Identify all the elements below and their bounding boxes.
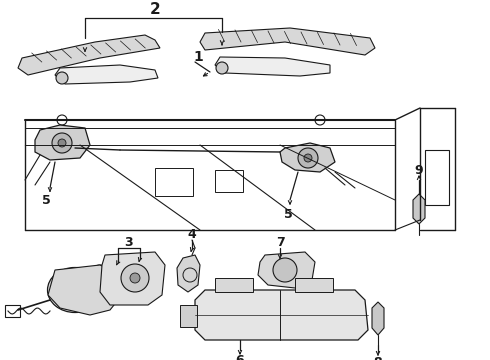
Text: 6: 6 bbox=[236, 354, 245, 360]
Bar bbox=[425, 150, 449, 205]
Bar bbox=[295, 278, 333, 292]
Circle shape bbox=[315, 115, 325, 125]
Polygon shape bbox=[48, 265, 122, 315]
Bar bbox=[180, 305, 197, 327]
Circle shape bbox=[58, 139, 66, 147]
Circle shape bbox=[52, 133, 72, 153]
Text: 7: 7 bbox=[275, 237, 284, 249]
Circle shape bbox=[130, 273, 140, 283]
Circle shape bbox=[298, 148, 318, 168]
Bar bbox=[5, 305, 20, 317]
Polygon shape bbox=[280, 143, 335, 172]
Text: 1: 1 bbox=[193, 50, 203, 64]
Polygon shape bbox=[372, 302, 384, 335]
Text: 3: 3 bbox=[123, 235, 132, 248]
Polygon shape bbox=[413, 194, 425, 224]
Circle shape bbox=[216, 62, 228, 74]
Bar bbox=[155, 168, 193, 196]
Polygon shape bbox=[55, 65, 158, 84]
Text: 8: 8 bbox=[374, 356, 382, 360]
Bar bbox=[215, 170, 243, 192]
Text: 5: 5 bbox=[42, 194, 50, 207]
Polygon shape bbox=[100, 252, 165, 305]
Polygon shape bbox=[258, 252, 315, 288]
Polygon shape bbox=[18, 35, 160, 75]
Text: 9: 9 bbox=[415, 163, 423, 176]
Polygon shape bbox=[177, 255, 200, 292]
Polygon shape bbox=[200, 28, 375, 55]
Ellipse shape bbox=[85, 265, 115, 305]
Circle shape bbox=[56, 72, 68, 84]
Circle shape bbox=[121, 264, 149, 292]
Circle shape bbox=[57, 115, 67, 125]
Text: 5: 5 bbox=[284, 208, 293, 221]
Text: 2: 2 bbox=[149, 3, 160, 18]
Polygon shape bbox=[35, 125, 90, 160]
Circle shape bbox=[273, 258, 297, 282]
Bar bbox=[215, 278, 253, 292]
Text: 4: 4 bbox=[188, 229, 196, 242]
Circle shape bbox=[304, 154, 312, 162]
Polygon shape bbox=[195, 290, 368, 340]
Polygon shape bbox=[215, 57, 330, 76]
Ellipse shape bbox=[48, 267, 102, 312]
